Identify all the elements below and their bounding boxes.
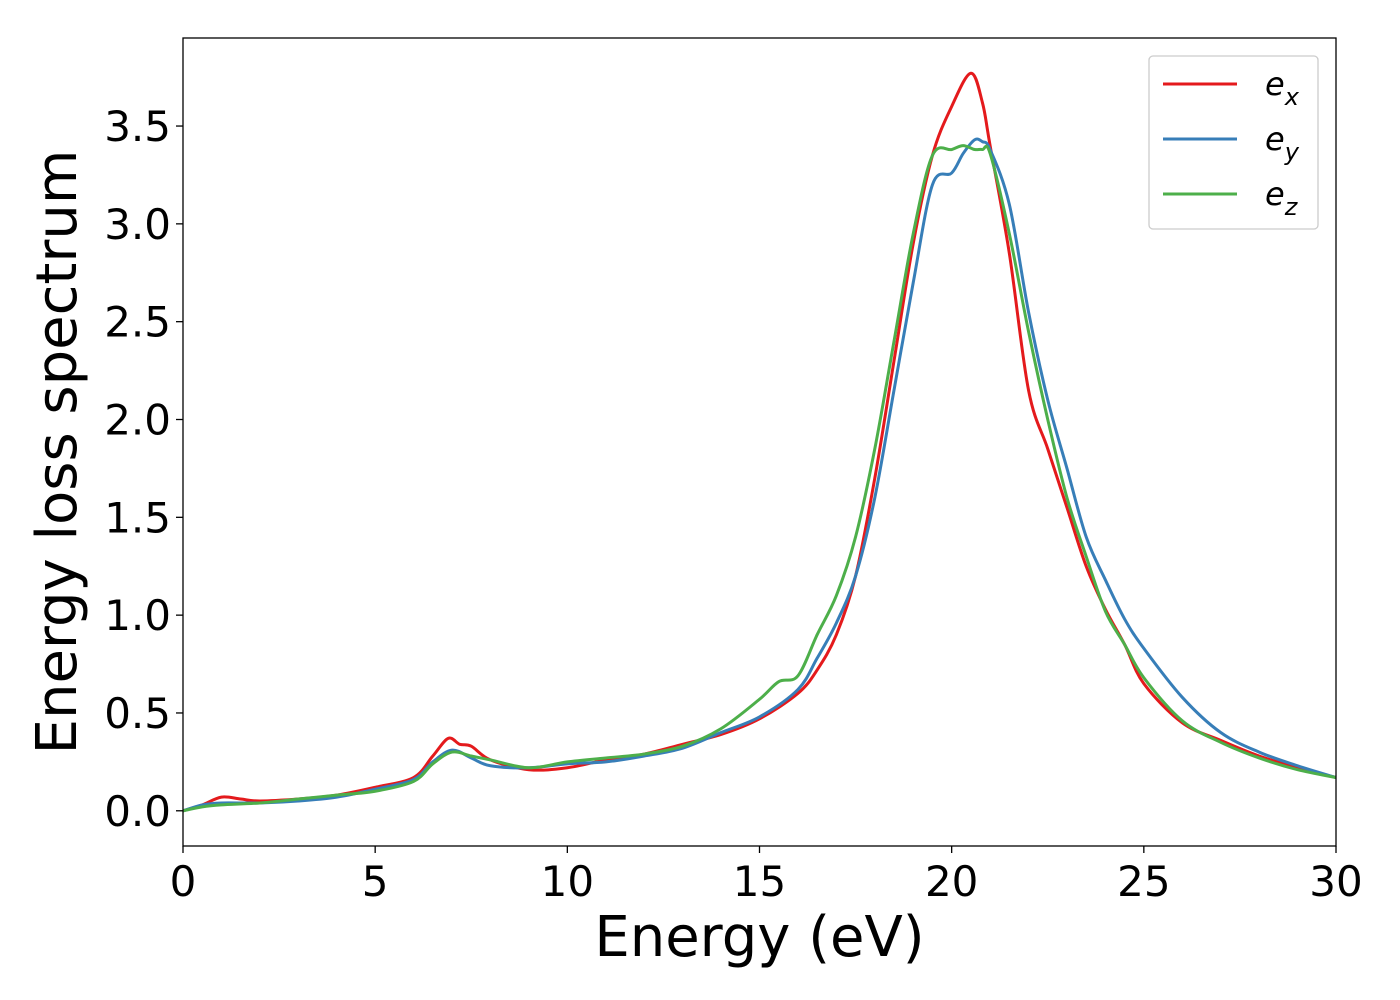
series-line-z xyxy=(183,144,1336,813)
legend-label-subscript: y xyxy=(1284,138,1300,166)
x-tick-label: 30 xyxy=(1309,857,1362,906)
legend-item-y: ey xyxy=(1163,120,1300,166)
legend-item-z: ez xyxy=(1163,175,1299,221)
y-tick-label: 3.5 xyxy=(104,102,171,151)
legend-label-base: e xyxy=(1265,175,1285,213)
legend-label-base: e xyxy=(1265,120,1285,158)
x-tick-label: 20 xyxy=(925,857,978,906)
legend-item-x: ex xyxy=(1163,65,1300,111)
y-tick-label: 1.0 xyxy=(104,591,171,640)
legend-label-subscript: z xyxy=(1284,193,1299,221)
y-tick-label: 2.0 xyxy=(104,396,171,445)
legend-label: ez xyxy=(1265,175,1299,221)
y-tick-label: 0.0 xyxy=(104,787,171,836)
y-tick-label: 2.5 xyxy=(104,298,171,347)
x-tick-label: 15 xyxy=(733,857,786,906)
y-tick-label: 3.0 xyxy=(104,200,171,249)
legend-label: ex xyxy=(1265,65,1300,111)
x-tick-label: 10 xyxy=(541,857,594,906)
series-line-x xyxy=(183,71,1336,813)
y-tick-label: 1.5 xyxy=(104,493,171,542)
y-axis-title: Energy loss spectrum xyxy=(25,150,90,755)
x-tick-label: 25 xyxy=(1117,857,1170,906)
x-axis-title: Energy (eV) xyxy=(594,905,924,970)
legend-label-base: e xyxy=(1265,65,1285,103)
legend-label-subscript: x xyxy=(1284,83,1300,111)
x-tick-label: 5 xyxy=(362,857,389,906)
series-line-y xyxy=(183,137,1336,813)
series-layer xyxy=(183,71,1336,813)
legend-label: ey xyxy=(1265,120,1300,166)
x-axis-ticks: 0 5 10 15 20 25 30 xyxy=(170,846,1363,906)
y-axis-ticks: 0.0 0.5 1.0 1.5 2.0 2.5 3.0 3.5 xyxy=(104,102,183,836)
y-tick-label: 0.5 xyxy=(104,689,171,738)
legend-box xyxy=(1148,55,1319,230)
x-tick-label: 0 xyxy=(170,857,197,906)
